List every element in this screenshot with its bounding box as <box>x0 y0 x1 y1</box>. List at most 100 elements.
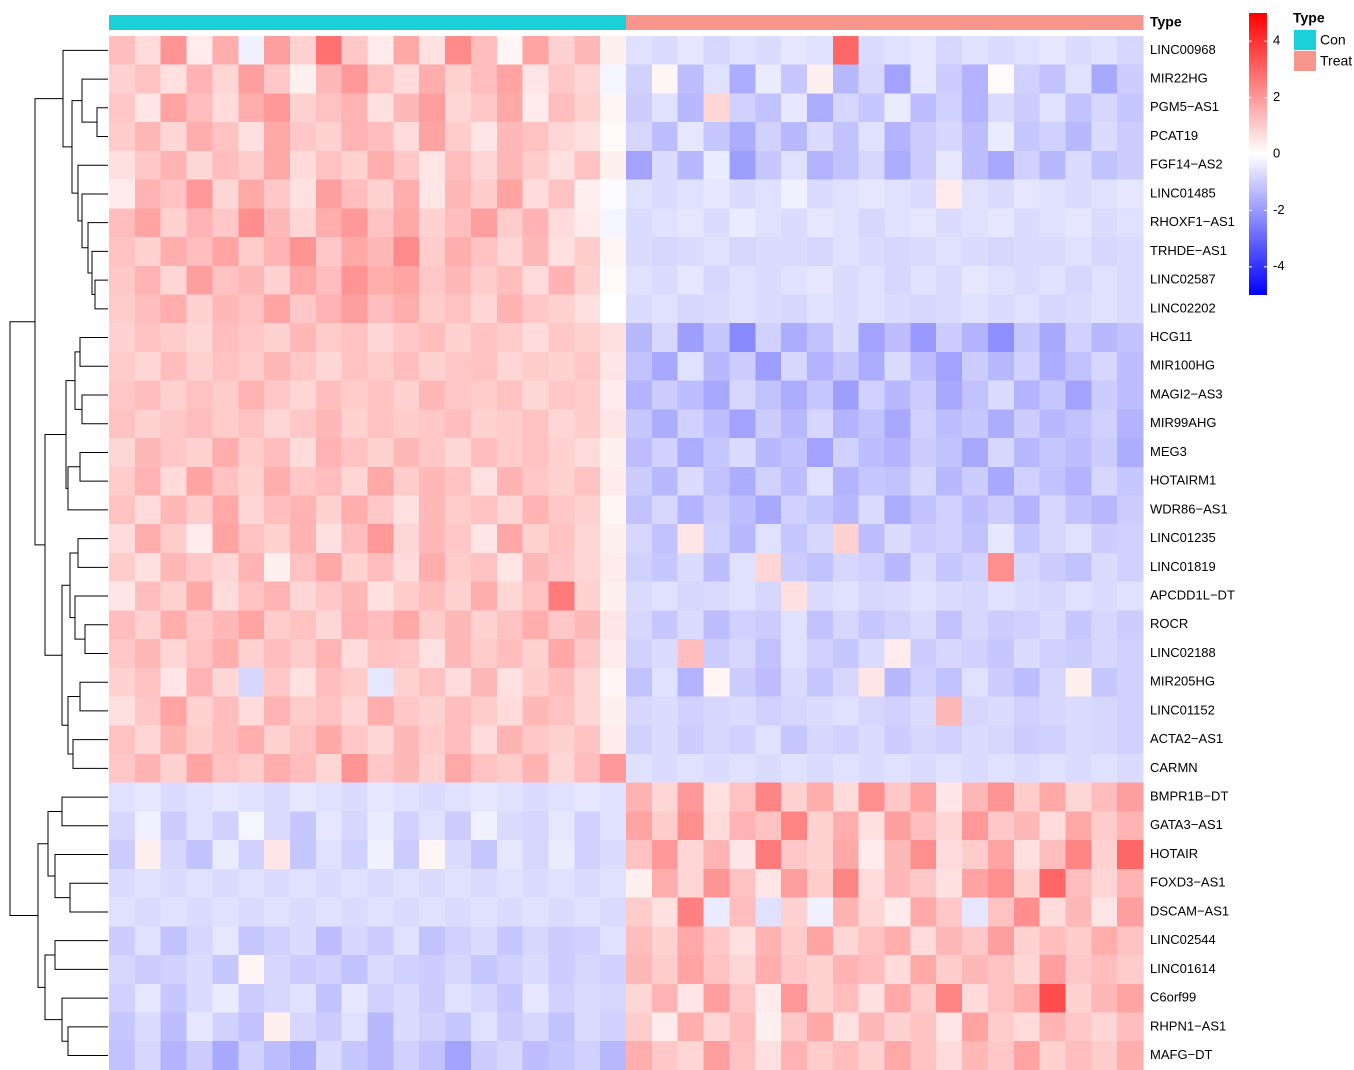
heatmap-cell <box>910 93 937 123</box>
heatmap-cell <box>781 438 808 468</box>
heatmap-cell <box>315 811 343 841</box>
heatmap-cell <box>393 581 420 611</box>
heatmap-cell <box>1091 36 1118 66</box>
heatmap-cell <box>677 1012 704 1042</box>
heatmap-cell <box>729 696 756 726</box>
heatmap-cell <box>367 466 394 496</box>
heatmap-cell <box>962 150 989 180</box>
heatmap-cell <box>238 409 265 439</box>
heatmap-cell <box>264 782 291 812</box>
row-label: ROCR <box>1150 616 1188 631</box>
heatmap-cell <box>1091 639 1118 669</box>
heatmap-cell <box>936 868 963 898</box>
heatmap-cell <box>1065 36 1092 66</box>
heatmap-cell <box>186 1041 213 1070</box>
heatmap-cell <box>341 696 368 726</box>
heatmap-cell <box>289 524 317 554</box>
heatmap-cell <box>315 926 343 956</box>
heatmap-cell <box>1065 237 1092 267</box>
heatmap-cell <box>522 696 549 726</box>
heatmap-cell <box>703 179 730 209</box>
heatmap-cell <box>884 438 911 468</box>
heatmap-cell <box>212 438 239 468</box>
heatmap-cell <box>367 380 394 410</box>
heatmap-cell <box>109 466 136 496</box>
heatmap-cell <box>186 926 213 956</box>
heatmap-cell <box>1065 64 1092 94</box>
heatmap-cell <box>367 495 394 525</box>
heatmap-cell <box>1065 754 1092 784</box>
heatmap-cell <box>600 696 627 726</box>
dendrogram-branch <box>9 321 38 917</box>
dendrogram-branch <box>61 997 108 1042</box>
heatmap-cell <box>445 868 472 898</box>
heatmap-cell <box>806 868 834 898</box>
annotation-cell <box>703 15 730 30</box>
heatmap-cell <box>1039 495 1066 525</box>
heatmap-cell <box>212 380 239 410</box>
heatmap-cell <box>393 93 420 123</box>
heatmap-cell <box>496 93 523 123</box>
heatmap-cell <box>1117 466 1144 496</box>
heatmap-cell <box>445 524 472 554</box>
heatmap-cell <box>419 294 446 324</box>
heatmap-cell <box>729 782 756 812</box>
heatmap-cell <box>1091 122 1118 152</box>
heatmap-cell <box>651 380 679 410</box>
heatmap-cell <box>393 782 420 812</box>
heatmap-cell <box>186 438 213 468</box>
heatmap-cell <box>289 409 317 439</box>
heatmap-cell <box>341 581 368 611</box>
heatmap-cell <box>134 1012 162 1042</box>
heatmap-cell <box>367 639 394 669</box>
heatmap-cell <box>703 782 730 812</box>
heatmap-cell <box>393 811 420 841</box>
heatmap-cell <box>1065 150 1092 180</box>
heatmap-cell <box>548 380 575 410</box>
heatmap-cell <box>470 696 498 726</box>
heatmap-cell <box>1117 524 1144 554</box>
heatmap-cell <box>884 150 911 180</box>
heatmap-cell <box>1091 466 1118 496</box>
heatmap-cell <box>987 237 1015 267</box>
heatmap-cell <box>134 639 162 669</box>
heatmap-cell <box>496 782 523 812</box>
heatmap-cell <box>1117 64 1144 94</box>
heatmap-cell <box>264 323 291 353</box>
heatmap-cell <box>781 754 808 784</box>
heatmap-cell <box>781 897 808 927</box>
heatmap-cell <box>109 955 136 985</box>
heatmap-cell <box>910 380 937 410</box>
heatmap-cell <box>651 265 679 295</box>
heatmap-cell <box>781 265 808 295</box>
heatmap-cell <box>160 696 187 726</box>
heatmap-cell <box>264 294 291 324</box>
heatmap-cell <box>289 438 317 468</box>
heatmap-cell <box>470 1012 498 1042</box>
heatmap-cell <box>781 725 808 755</box>
heatmap-cell <box>1013 323 1040 353</box>
heatmap-cell <box>600 409 627 439</box>
heatmap-cell <box>548 811 575 841</box>
row-label: MAGI2−AS3 <box>1150 386 1223 401</box>
heatmap-cell <box>367 438 394 468</box>
heatmap-cell <box>936 581 963 611</box>
heatmap-cell <box>884 926 911 956</box>
heatmap-cell <box>315 782 343 812</box>
heatmap-cell <box>496 610 523 640</box>
heatmap-cell <box>548 840 575 870</box>
heatmap-cell <box>470 294 498 324</box>
heatmap-cell <box>445 782 472 812</box>
heatmap-cell <box>367 552 394 583</box>
heatmap-cell <box>315 409 343 439</box>
heatmap-cell <box>470 667 498 697</box>
heatmap-cell <box>238 237 265 267</box>
heatmap-cell <box>109 581 136 611</box>
heatmap-cell <box>832 667 860 697</box>
heatmap-cell <box>445 150 472 180</box>
heatmap-cell <box>315 265 343 295</box>
heatmap-cell <box>703 294 730 324</box>
heatmap-cell <box>884 179 911 209</box>
heatmap-cell <box>755 524 782 554</box>
heatmap-cell <box>858 868 885 898</box>
